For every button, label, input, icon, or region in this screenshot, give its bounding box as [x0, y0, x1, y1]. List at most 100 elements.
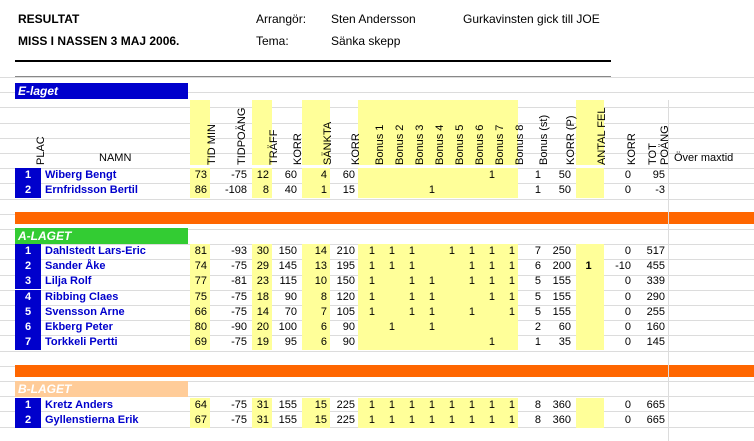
row-plac: 2 [15, 413, 41, 429]
grid-line [0, 92, 754, 94]
row-name: Ernfridsson Bertil [45, 184, 138, 197]
cell-bonus-st: 5 [534, 275, 541, 288]
grid-line [0, 396, 754, 398]
row-name: Wiberg Bengt [45, 169, 117, 181]
cell-bonus1: 1 [368, 245, 375, 257]
cell-bonus7: 1 [488, 290, 495, 303]
cell-bonus2: 1 [388, 399, 395, 411]
highlight-band [252, 100, 272, 165]
cell-antal-fel [576, 413, 601, 428]
cell-korr1: 145 [278, 260, 297, 273]
cell-tot-poang: 255 [646, 305, 665, 318]
cell-antal-fel [576, 244, 601, 259]
cell-bonus6 [458, 320, 475, 335]
highlight-band [398, 100, 418, 165]
cell-tidpoang: -75 [231, 290, 247, 303]
cell-tid-min: 80 [194, 321, 207, 333]
cell-bonus5 [438, 259, 455, 274]
cell-korr3: -10 [615, 260, 631, 273]
highlight-band [398, 168, 418, 198]
cell-tidpoang: -81 [231, 275, 247, 288]
cell-bonus6: 1 [468, 305, 475, 318]
row-plac: 2 [15, 183, 41, 199]
cell-bonus8: 1 [508, 260, 515, 273]
cell-tid-min: 86 [194, 184, 207, 197]
highlight-band [252, 398, 272, 428]
cell-antal-fel [576, 320, 601, 335]
cell-bonus4 [418, 168, 435, 183]
cell-korr1: 100 [278, 321, 297, 333]
highlight-band [458, 100, 478, 165]
highlight-band [378, 398, 398, 428]
cell-bonus5 [438, 183, 455, 198]
cell-tidpoang: -75 [231, 414, 247, 427]
cell-bonus-st: 8 [534, 399, 541, 411]
highlight-band [302, 244, 330, 350]
highlight-band [252, 168, 272, 198]
cell-korr1: 155 [278, 414, 297, 427]
cell-korr1: 95 [284, 336, 297, 349]
highlight-band [190, 244, 210, 350]
cell-bonus1: 1 [368, 399, 375, 411]
cell-korr1: 90 [284, 290, 297, 303]
cell-tid-min: 74 [194, 260, 207, 273]
cell-tidpoang: -108 [224, 184, 247, 197]
cell-bonus8: 1 [508, 414, 515, 427]
highlight-band [438, 244, 458, 350]
row-name: Lilja Rolf [45, 275, 92, 288]
cell-korr2: 150 [336, 275, 355, 288]
cell-bonus6: 1 [468, 260, 475, 273]
highlight-band [478, 398, 498, 428]
cell-bonus6: 1 [468, 414, 475, 427]
cell-tid-min: 64 [194, 399, 207, 411]
cell-bonus7: 1 [488, 245, 495, 257]
highlight-band [302, 100, 330, 165]
cell-bonus2: 1 [388, 321, 395, 333]
row-name: Ekberg Peter [45, 321, 113, 333]
column-header-tid-min: TID MIN [206, 124, 218, 165]
column-header-bonus6: Bonus 6 [474, 124, 486, 165]
cell-sankta: 7 [320, 305, 327, 318]
cell-traff: 14 [256, 305, 269, 318]
cell-korr-p: 155 [552, 305, 571, 318]
highlight-band [358, 168, 378, 198]
cell-korr2: 90 [342, 336, 355, 349]
column-header-bonus5: Bonus 5 [454, 124, 466, 165]
cell-bonus4 [418, 335, 435, 350]
cell-bonus8: 1 [508, 399, 515, 411]
cell-bonus1: 1 [368, 290, 375, 303]
cell-traff: 31 [256, 399, 269, 411]
cell-tid-min: 66 [194, 305, 207, 318]
cell-antal-fel [576, 183, 601, 198]
highlight-band [498, 100, 518, 165]
cell-bonus4: 1 [428, 305, 435, 318]
cell-traff: 23 [256, 275, 269, 288]
cell-bonus8 [498, 168, 515, 183]
highlight-band [190, 100, 210, 165]
cell-bonus1 [358, 320, 375, 335]
column-header-bonus-st: Bonus (st) [538, 114, 550, 165]
cell-bonus1: 1 [368, 414, 375, 427]
row-plac: 3 [15, 274, 41, 290]
row-plac: 1 [15, 398, 41, 413]
cell-korr-p: 35 [558, 336, 571, 349]
cell-korr-p: 360 [552, 399, 571, 411]
cell-bonus2 [378, 305, 395, 320]
row-name: Kretz Anders [45, 399, 114, 411]
cell-bonus2: 1 [388, 414, 395, 427]
cell-tot-poang: 665 [646, 414, 665, 427]
cell-bonus5 [438, 168, 455, 183]
cell-bonus2 [378, 274, 395, 289]
row-name: Sander Åke [45, 260, 106, 273]
theme-value: Sänka skepp [331, 34, 401, 48]
column-header-traff: TRÄFF [268, 129, 280, 165]
highlight-band [458, 398, 478, 428]
highlight-band [378, 244, 398, 350]
row-plac: 4 [15, 289, 41, 305]
row-plac: 1 [15, 168, 41, 183]
cell-bonus-st: 5 [534, 305, 541, 318]
cell-tid-min: 81 [194, 245, 207, 257]
cell-bonus8: 1 [508, 245, 515, 257]
row-plac: 5 [15, 304, 41, 320]
cell-korr-p: 360 [552, 414, 571, 427]
